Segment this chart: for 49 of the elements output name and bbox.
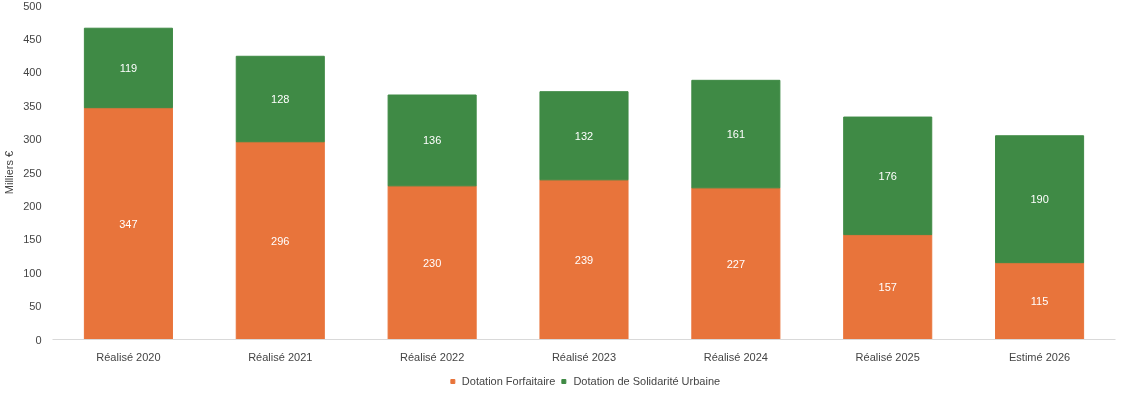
bar xyxy=(539,91,629,181)
data-label: 239 xyxy=(574,253,594,266)
data-label: 230 xyxy=(422,256,442,269)
data-label: 296 xyxy=(271,234,290,247)
y-tick-label: 350 xyxy=(23,99,42,112)
legend-label: Dotation Forfaitaire xyxy=(461,375,556,387)
y-tick-label: 400 xyxy=(23,66,42,79)
x-tick-label: Réalisé 2021 xyxy=(248,350,313,363)
y-tick-label: 50 xyxy=(29,300,42,313)
bar xyxy=(387,185,477,340)
bar xyxy=(995,135,1085,264)
y-tick-label: 250 xyxy=(23,166,42,179)
y-tick-label: 450 xyxy=(23,32,42,45)
y-tick-label: 0 xyxy=(35,333,42,346)
bar xyxy=(83,107,173,340)
bar xyxy=(387,94,477,187)
bar xyxy=(843,116,933,236)
x-tick-label: Réalisé 2023 xyxy=(551,350,617,363)
data-label: 128 xyxy=(271,93,290,106)
y-tick-label: 200 xyxy=(23,199,42,212)
data-label: 176 xyxy=(878,169,897,182)
y-tick-label: 500 xyxy=(23,0,42,12)
data-label: 119 xyxy=(119,61,138,74)
x-tick-label: Réalisé 2025 xyxy=(855,350,920,363)
bar xyxy=(539,179,629,340)
bar xyxy=(995,262,1085,340)
bar xyxy=(843,234,933,340)
x-tick-label: Réalisé 2022 xyxy=(400,350,465,363)
data-label: 157 xyxy=(878,281,897,294)
data-label: 136 xyxy=(422,134,442,147)
y-axis-title: Milliers € xyxy=(3,150,16,195)
bar xyxy=(235,141,325,340)
bar xyxy=(235,55,325,143)
x-tick-label: Réalisé 2024 xyxy=(703,350,768,363)
data-label: 132 xyxy=(574,129,594,142)
bar xyxy=(691,79,781,189)
y-tick-label: 300 xyxy=(23,133,42,146)
legend-label: Dotation de Solidarité Urbaine xyxy=(573,375,721,387)
x-tick-label: Réalisé 2020 xyxy=(96,350,161,363)
bar xyxy=(691,187,781,340)
data-label: 190 xyxy=(1030,193,1049,206)
bar xyxy=(83,27,173,109)
y-tick-label: 100 xyxy=(23,266,42,279)
y-tick-label: 150 xyxy=(23,233,42,246)
data-label: 115 xyxy=(1030,295,1049,308)
data-label: 161 xyxy=(726,128,746,141)
data-label: 227 xyxy=(726,257,746,270)
data-label: 347 xyxy=(119,217,138,230)
x-tick-label: Estimé 2026 xyxy=(1009,350,1071,363)
